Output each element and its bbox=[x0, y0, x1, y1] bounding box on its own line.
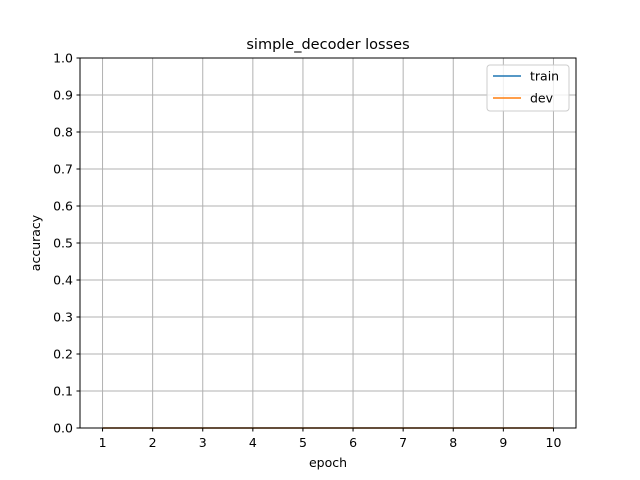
y-axis-label: accuracy bbox=[28, 214, 43, 271]
y-tick-label: 0.6 bbox=[53, 199, 73, 214]
y-tick-label: 0.8 bbox=[53, 125, 73, 140]
y-tick-label: 0.5 bbox=[53, 236, 73, 251]
x-tick-label: 6 bbox=[349, 435, 357, 450]
y-tick-label: 0.9 bbox=[53, 88, 73, 103]
x-tick-label: 10 bbox=[546, 435, 562, 450]
x-tick-label: 2 bbox=[149, 435, 157, 450]
x-tick-label: 8 bbox=[449, 435, 457, 450]
y-tick-label: 0.1 bbox=[53, 384, 73, 399]
axis-ticks: 1 2 3 4 5 6 7 8 9 10 0.0 0.1 0.2 0.3 0.4 0.5 0.6 0.7 0.8 0.… bbox=[53, 51, 561, 451]
y-tick-label: 0.4 bbox=[53, 273, 73, 288]
legend-label-dev: dev bbox=[530, 91, 554, 106]
x-tick-label: 9 bbox=[499, 435, 507, 450]
x-tick-label: 4 bbox=[249, 435, 257, 450]
x-tick-label: 5 bbox=[299, 435, 307, 450]
legend: train dev bbox=[486, 64, 570, 112]
x-tick-label: 1 bbox=[99, 435, 107, 450]
y-tick-label: 0.0 bbox=[53, 421, 73, 436]
x-tick-label: 7 bbox=[399, 435, 407, 450]
legend-label-train: train bbox=[530, 69, 559, 84]
y-tick-label: 0.3 bbox=[53, 310, 73, 325]
x-tick-label: 3 bbox=[199, 435, 207, 450]
y-tick-label: 0.2 bbox=[53, 347, 73, 362]
y-tick-label: 0.7 bbox=[53, 162, 73, 177]
chart-title: simple_decoder losses bbox=[246, 37, 409, 53]
y-tick-label: 1.0 bbox=[53, 51, 73, 66]
x-axis-label: epoch bbox=[309, 455, 347, 470]
